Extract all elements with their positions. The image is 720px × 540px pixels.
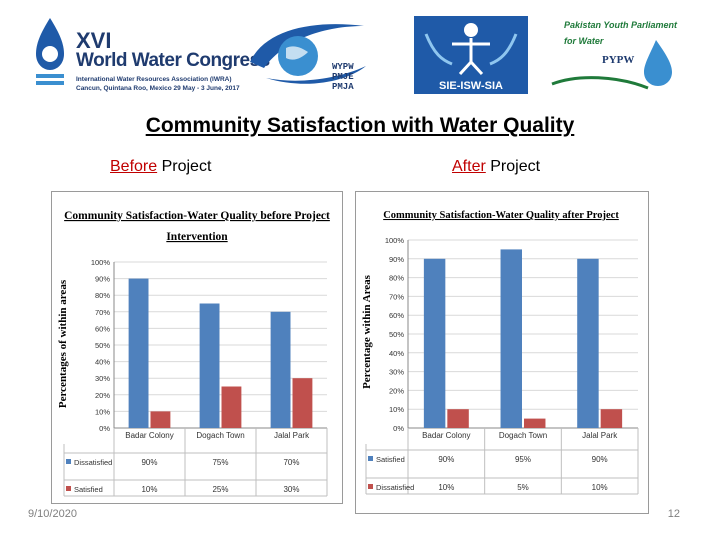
chart-title-line-1: Community Satisfaction-Water Quality bef…	[64, 210, 330, 222]
table-value: 90%	[438, 455, 454, 464]
x-category-label: Badar Colony	[422, 431, 470, 440]
congress-name: World Water Congress	[76, 50, 270, 71]
y-tick-label: 60%	[95, 324, 110, 333]
isw-logo: SIE-ISW-SIA	[412, 14, 530, 94]
y-tick-label: 10%	[389, 405, 404, 414]
table-value: 75%	[212, 458, 228, 467]
bar-satisfied-2	[500, 249, 522, 428]
y-tick-label: 70%	[389, 292, 404, 301]
pypw-name-2: for Water	[564, 36, 604, 46]
x-category-label: Badar Colony	[125, 431, 173, 440]
world-water-congress-logo: XVI World Water Congress International W…	[30, 14, 270, 94]
y-tick-label: 80%	[95, 291, 110, 300]
y-tick-label: 90%	[389, 255, 404, 264]
table-value: 90%	[592, 455, 608, 464]
y-tick-label: 0%	[393, 424, 404, 433]
table-value: 30%	[283, 485, 299, 494]
y-axis-label: Percentages of within areas	[57, 279, 69, 408]
pypw-acronym: PYPW	[602, 54, 635, 66]
bar-satisfied-2	[221, 386, 242, 428]
y-tick-label: 100%	[385, 236, 405, 245]
y-tick-label: 20%	[95, 391, 110, 400]
bar-satisfied-3	[292, 378, 313, 428]
pypw-name: Pakistan Youth Parliament	[564, 20, 678, 30]
wypw-acronyms: WYPW PMJE PMJA	[332, 62, 354, 92]
table-value: 90%	[141, 458, 157, 467]
legend-swatch-dissatisfied	[66, 459, 71, 464]
y-tick-label: 30%	[95, 374, 110, 383]
y-tick-label: 70%	[95, 308, 110, 317]
table-value: 5%	[517, 483, 529, 492]
bar-dissatisfied-1	[447, 409, 469, 428]
legend-label: Satisfied	[74, 485, 103, 494]
table-value: 10%	[141, 485, 157, 494]
before-project-heading: Before Project	[110, 158, 212, 175]
bar-dissatisfied-2	[524, 418, 546, 428]
legend-label: Dissatisfied	[376, 483, 414, 492]
y-tick-label: 60%	[389, 311, 404, 320]
isw-acronym: SIE-ISW-SIA	[414, 78, 528, 94]
x-category-label: Jalal Park	[274, 431, 310, 440]
legend-swatch-satisfied	[66, 486, 71, 491]
y-axis-label: Percentage within Areas	[361, 274, 373, 389]
table-value: 25%	[212, 485, 228, 494]
after-chart-panel: Community Satisfaction-Water Quality aft…	[355, 191, 649, 514]
legend-label: Satisfied	[376, 455, 405, 464]
y-tick-label: 90%	[95, 275, 110, 284]
x-category-label: Dogach Town	[196, 431, 244, 440]
x-category-label: Jalal Park	[582, 431, 618, 440]
chart-title-line-2: Intervention	[166, 231, 228, 243]
congress-number: XVI	[76, 28, 112, 53]
bar-dissatisfied-2	[199, 303, 220, 428]
table-value: 10%	[592, 483, 608, 492]
bar-dissatisfied-3	[270, 311, 291, 428]
y-tick-label: 10%	[95, 407, 110, 416]
slide-title: Community Satisfaction with Water Qualit…	[145, 114, 575, 137]
bar-dissatisfied-3	[600, 409, 623, 428]
bar-satisfied-3	[577, 258, 599, 428]
water-drop-icon	[36, 18, 64, 85]
y-tick-label: 30%	[389, 368, 404, 377]
after-project-heading: After Project	[452, 158, 541, 175]
congress-location: Cancun, Quintana Roo, Mexico 29 May - 3 …	[76, 85, 240, 92]
chart-title: Community Satisfaction-Water Quality aft…	[383, 210, 619, 221]
y-tick-label: 40%	[389, 349, 404, 358]
y-tick-label: 0%	[99, 424, 110, 433]
bar-satisfied-1	[423, 258, 446, 428]
y-tick-label: 40%	[95, 358, 110, 367]
legend-swatch-dissatisfied	[368, 484, 373, 489]
wypw-logo: WYPW PMJE PMJA	[246, 18, 386, 92]
table-value: 95%	[515, 455, 531, 464]
table-value: 70%	[283, 458, 299, 467]
legend-label: Dissatisfied	[74, 458, 112, 467]
pypw-drop-icon	[551, 40, 672, 90]
before-chart-panel: Community Satisfaction-Water Quality bef…	[51, 191, 343, 504]
congress-org: International Water Resources Associatio…	[76, 76, 232, 83]
bar-satisfied-1	[150, 411, 171, 428]
slide-number: 12	[667, 508, 680, 520]
y-tick-label: 50%	[389, 330, 404, 339]
x-category-label: Dogach Town	[499, 431, 547, 440]
slide-date: 9/10/2020	[28, 508, 77, 520]
globe-swoosh-icon	[250, 24, 366, 84]
water-figure-icon	[414, 16, 528, 78]
after-chart: Community Satisfaction-Water Quality aft…	[361, 210, 639, 495]
y-tick-label: 50%	[95, 341, 110, 350]
y-tick-label: 100%	[91, 258, 111, 267]
pypw-logo: Pakistan Youth Parliament for Water PYPW	[538, 14, 688, 94]
y-tick-label: 20%	[389, 386, 404, 395]
legend-swatch-satisfied	[368, 456, 373, 461]
bar-dissatisfied-1	[128, 278, 149, 428]
table-value: 10%	[438, 483, 454, 492]
y-tick-label: 80%	[389, 274, 404, 283]
before-chart: Community Satisfaction-Water Quality bef…	[57, 210, 330, 497]
